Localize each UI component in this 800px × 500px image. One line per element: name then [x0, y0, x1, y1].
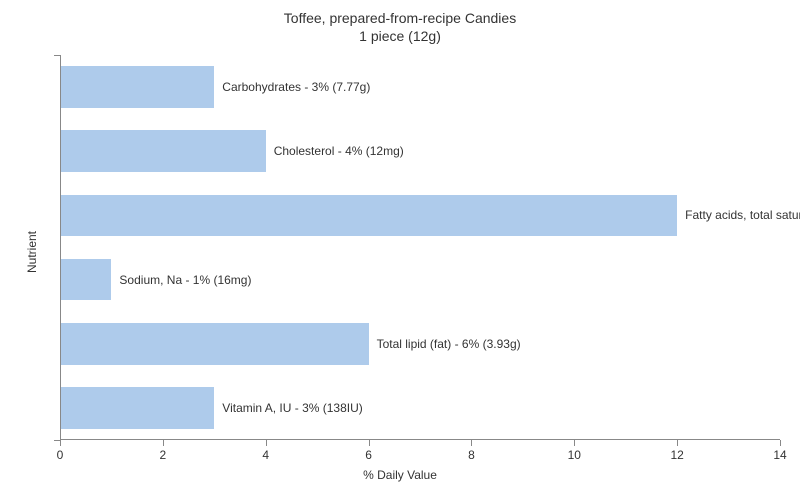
- bar: [61, 387, 214, 429]
- x-tick-label: 10: [568, 448, 581, 462]
- x-tick: [369, 440, 370, 446]
- x-tick-label: 14: [773, 448, 786, 462]
- bar: [61, 130, 266, 172]
- x-tick: [574, 440, 575, 446]
- x-tick: [677, 440, 678, 446]
- bar-label: Total lipid (fat) - 6% (3.93g): [377, 337, 521, 351]
- y-axis-label: Nutrient: [25, 230, 39, 272]
- x-tick-label: 12: [670, 448, 683, 462]
- x-tick-label: 6: [365, 448, 372, 462]
- y-tick: [54, 55, 60, 56]
- bar: [61, 323, 369, 365]
- x-tick: [471, 440, 472, 446]
- x-tick-label: 4: [262, 448, 269, 462]
- bar: [61, 259, 111, 301]
- bar: [61, 66, 214, 108]
- x-tick-label: 2: [160, 448, 167, 462]
- bar-label: Carbohydrates - 3% (7.77g): [222, 80, 370, 94]
- chart-title-line2: 1 piece (12g): [0, 28, 800, 44]
- x-tick: [163, 440, 164, 446]
- chart-title-line1: Toffee, prepared-from-recipe Candies: [0, 10, 800, 26]
- x-tick: [60, 440, 61, 446]
- bar-label: Vitamin A, IU - 3% (138IU): [222, 401, 363, 415]
- x-tick-label: 8: [468, 448, 475, 462]
- bar: [61, 195, 677, 237]
- plot-area: [60, 55, 780, 440]
- nutrient-chart: Toffee, prepared-from-recipe Candies 1 p…: [0, 0, 800, 500]
- x-tick-label: 0: [57, 448, 64, 462]
- bar-label: Fatty acids, total saturated - 12% (2.46…: [685, 208, 800, 222]
- x-tick: [266, 440, 267, 446]
- bar-label: Cholesterol - 4% (12mg): [274, 144, 404, 158]
- bar-label: Sodium, Na - 1% (16mg): [119, 273, 251, 287]
- y-tick: [54, 440, 60, 441]
- x-axis-label: % Daily Value: [0, 468, 800, 482]
- x-tick: [780, 440, 781, 446]
